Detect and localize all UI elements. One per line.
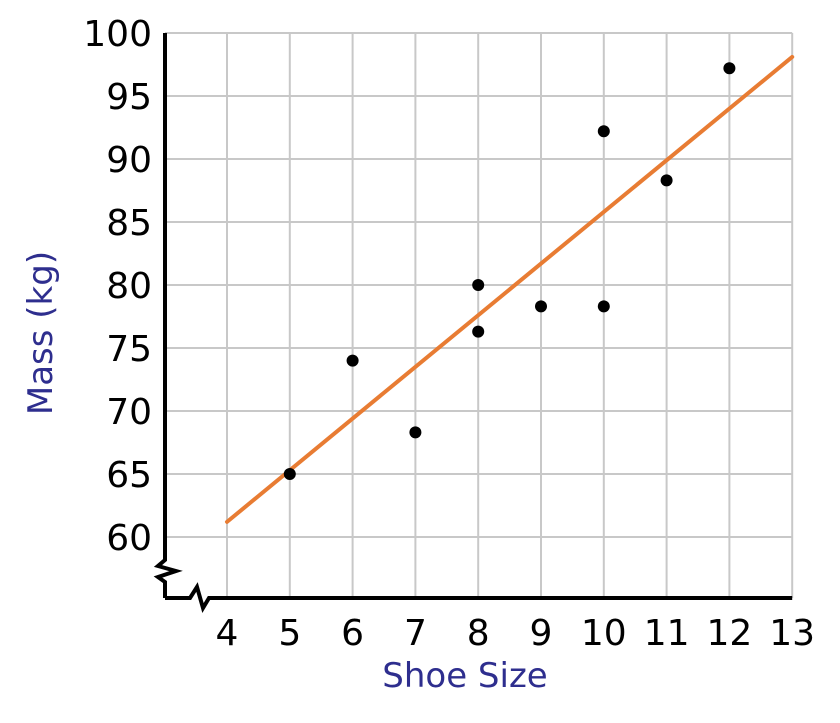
x-tick-label: 6 [341, 613, 364, 654]
x-tick-label: 8 [467, 613, 490, 654]
y-tick-label: 60 [106, 518, 152, 559]
axes [153, 33, 793, 613]
y-tick-label: 90 [106, 140, 152, 181]
x-tick-label: 7 [404, 613, 427, 654]
data-point [660, 174, 673, 187]
y-tick-label: 95 [106, 77, 152, 118]
data-point [409, 426, 422, 439]
data-point [472, 325, 485, 338]
y-axis-with-break [153, 33, 183, 598]
y-axis-label: Mass (kg) [21, 251, 61, 415]
data-point [283, 468, 296, 480]
x-tick-label: 4 [216, 613, 239, 654]
data-point [472, 279, 485, 291]
grid-lines [165, 32, 794, 598]
x-tick-label: 9 [530, 613, 553, 654]
data-point [535, 300, 547, 313]
y-tick-labels: 60 65 70 75 80 85 90 95 100 [83, 14, 152, 559]
data-point [346, 354, 359, 367]
trend-line-group [225, 54, 795, 524]
y-tick-label: 80 [106, 266, 152, 307]
y-tick-label: 75 [106, 329, 152, 370]
trend-line [225, 54, 795, 524]
data-point [597, 125, 610, 138]
x-axis-label: Shoe Size [382, 656, 547, 696]
data-points [283, 62, 736, 480]
x-tick-labels: 4 5 6 7 8 9 10 11 12 13 [216, 613, 816, 654]
data-point [723, 62, 736, 75]
x-tick-label: 13 [769, 613, 815, 654]
y-tick-label: 65 [106, 455, 152, 496]
x-tick-label: 11 [644, 613, 690, 654]
y-tick-label: 100 [83, 14, 152, 55]
x-tick-label: 12 [706, 613, 752, 654]
data-point [597, 300, 610, 313]
y-tick-label: 85 [106, 203, 152, 244]
y-tick-label: 70 [106, 392, 152, 433]
x-tick-label: 10 [581, 613, 627, 654]
x-tick-label: 5 [278, 613, 301, 654]
x-axis-with-break [165, 582, 793, 613]
